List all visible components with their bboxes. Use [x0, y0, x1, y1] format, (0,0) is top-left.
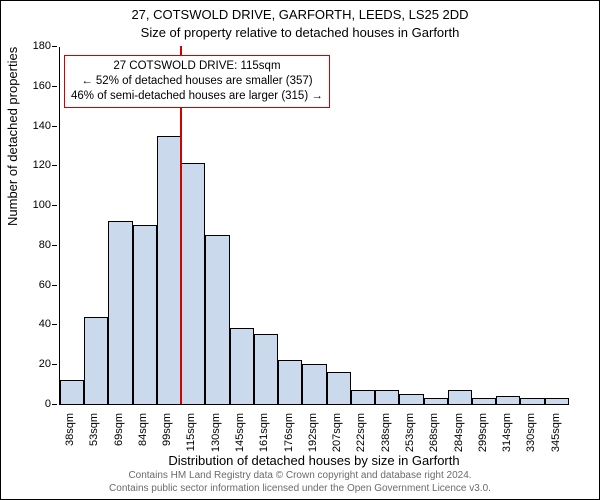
footer-attribution: Contains HM Land Registry data © Crown c… [1, 470, 599, 495]
histogram-bar [424, 398, 448, 404]
legend-line-1: 27 COTSWOLD DRIVE: 115sqm [71, 59, 323, 74]
histogram-bar [448, 390, 472, 404]
histogram-bar [133, 225, 157, 404]
histogram-bar [157, 136, 181, 405]
histogram-bar [108, 221, 132, 404]
y-tick: 0 [1, 398, 51, 410]
histogram-bar [496, 396, 520, 404]
histogram-bar [545, 398, 569, 404]
histogram-bar [254, 334, 278, 404]
histogram-bar [375, 390, 399, 404]
y-tick: 160 [1, 80, 51, 92]
page-title: 27, COTSWOLD DRIVE, GARFORTH, LEEDS, LS2… [1, 7, 599, 22]
histogram-bar [472, 398, 496, 404]
y-tick: 140 [1, 120, 51, 132]
histogram-bar [399, 394, 423, 404]
y-tick: 120 [1, 159, 51, 171]
y-tick: 60 [1, 279, 51, 291]
histogram-bar [351, 390, 375, 404]
histogram-bar [181, 163, 205, 404]
footer-line-2: Contains public sector information licen… [1, 483, 599, 496]
y-tick: 100 [1, 199, 51, 211]
y-tick: 80 [1, 239, 51, 251]
histogram-bar [278, 360, 302, 404]
y-tick: 20 [1, 358, 51, 370]
histogram-bar [84, 317, 108, 405]
x-axis-label: Distribution of detached houses by size … [59, 453, 569, 468]
legend-box: 27 COTSWOLD DRIVE: 115sqm ← 52% of detac… [64, 55, 330, 108]
chart-container: 27, COTSWOLD DRIVE, GARFORTH, LEEDS, LS2… [0, 0, 600, 500]
y-tick: 40 [1, 318, 51, 330]
histogram-bar [60, 380, 84, 404]
histogram-bar [205, 235, 229, 404]
y-tick: 180 [1, 40, 51, 52]
histogram-bar [520, 398, 544, 404]
page-subtitle: Size of property relative to detached ho… [1, 25, 599, 40]
legend-line-3: 46% of semi-detached houses are larger (… [71, 89, 323, 104]
histogram-bar [230, 328, 254, 404]
histogram-bar [302, 364, 326, 404]
legend-line-2: ← 52% of detached houses are smaller (35… [71, 74, 323, 89]
footer-line-1: Contains HM Land Registry data © Crown c… [1, 470, 599, 483]
histogram-bar [327, 372, 351, 404]
